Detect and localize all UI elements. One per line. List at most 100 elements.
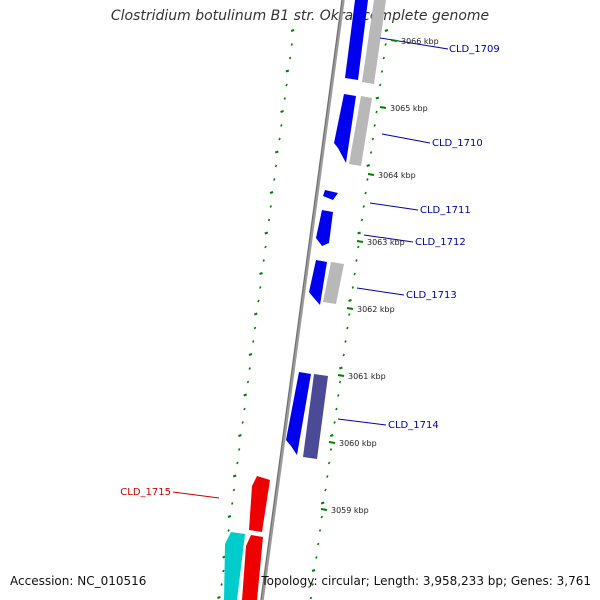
inner-ring-tick <box>329 448 333 451</box>
gene-cld-1711 <box>323 190 338 200</box>
backbone-edge <box>260 0 343 600</box>
outer-ring-tick <box>259 286 262 289</box>
genome-backbone <box>260 0 345 600</box>
outer-ring-tick <box>264 245 267 249</box>
kbp-label: 3066 kbp <box>401 37 439 46</box>
inner-ring-tick <box>346 326 349 330</box>
gene-cld-1710 <box>334 94 356 163</box>
leader-line <box>172 491 220 499</box>
gene-features <box>224 0 386 600</box>
outer-ring-tick <box>274 150 279 154</box>
map-title: Clostridium botulinum B1 str. Okra, comp… <box>110 8 490 24</box>
kbp-tick-mark <box>320 508 328 511</box>
inner-ring-tick <box>360 218 364 222</box>
leader-line <box>369 202 419 211</box>
inner-ring-tick <box>309 596 313 600</box>
inner-ring-tick <box>318 529 322 532</box>
inner-ring-tick <box>384 43 387 46</box>
outer-ring-tick <box>253 312 258 316</box>
feature-cld-1714-slate <box>303 374 328 459</box>
outer-ring-tick <box>262 259 265 262</box>
inner-ring-tick <box>339 366 343 370</box>
kbp-label: 3059 kbp <box>331 506 369 515</box>
outer-ring-tick <box>248 367 251 370</box>
inner-ring-tick <box>348 299 352 302</box>
inner-ring-tick <box>324 488 327 492</box>
leader-line <box>381 133 431 144</box>
outer-ring-tick <box>248 353 253 356</box>
backbone-line <box>260 0 345 600</box>
gene-label-cld-1715: CLD_1715 <box>120 487 171 498</box>
feature-cld-1710-gray <box>349 96 372 166</box>
gene-label-cld-1711: CLD_1711 <box>420 205 471 216</box>
outer-ring-tick <box>252 340 255 343</box>
inner-ring-tick <box>315 556 318 559</box>
inner-ring-tick <box>316 542 320 546</box>
feature-cld-1713-gray <box>323 262 344 304</box>
outer-ring-tick <box>267 218 271 222</box>
gene-label-cld-1713: CLD_1713 <box>406 290 457 301</box>
inner-ring-tick <box>329 434 334 437</box>
kbp-label: 3061 kbp <box>348 372 386 381</box>
outer-ring-tick <box>220 583 223 586</box>
outer-ring-tick <box>227 515 232 518</box>
inner-ring-tick <box>327 461 331 465</box>
outer-ring-tick <box>232 488 236 492</box>
kbp-label: 3062 kbp <box>357 305 395 314</box>
outer-ring-tick <box>280 124 283 127</box>
outer-ring-tick <box>227 529 230 532</box>
kbp-label: 3060 kbp <box>339 439 377 448</box>
gene-label-cld-1709: CLD_1709 <box>449 44 500 55</box>
outer-ring-tick <box>273 178 276 181</box>
label-leader-lines <box>172 37 449 499</box>
kbp-tick-mark <box>328 441 336 444</box>
gene-cld-1713 <box>309 260 327 305</box>
inner-ring-tick <box>382 56 386 60</box>
inner-ring-tick <box>353 272 356 276</box>
feature-cld-1709-gray <box>362 0 386 84</box>
outer-ring-tick <box>243 393 248 397</box>
kbp-tick-mark <box>367 173 375 176</box>
outer-ring-tick <box>217 596 221 599</box>
inner-ring-tick <box>320 515 324 519</box>
kbp-label: 3063 kbp <box>367 238 405 247</box>
leader-line <box>356 287 405 296</box>
inner-ring-tick <box>384 29 389 32</box>
inner-ring-tick <box>375 110 378 114</box>
outer-ring-tick <box>253 326 257 330</box>
inner-ring-tick <box>337 394 340 397</box>
outer-ring-tick <box>285 83 288 87</box>
outer-ring-tick <box>290 43 294 46</box>
accession-text: Accession: NC_010516 <box>10 574 147 588</box>
inner-ring-tick <box>371 137 375 141</box>
inner-ring-tick <box>362 205 365 208</box>
outer-ring-tick <box>280 110 284 113</box>
outer-ring-tick <box>238 434 242 437</box>
gene-cld-1709 <box>345 0 368 80</box>
inner-ring-tick <box>366 178 369 181</box>
inner-ring-tick <box>357 231 361 235</box>
inner-ring-tick <box>342 353 345 357</box>
gene-label-cld-1714: CLD_1714 <box>388 420 439 431</box>
outer-ring-tick <box>241 421 244 424</box>
outer-ring-tick <box>278 137 281 141</box>
leader-line <box>363 234 414 243</box>
outer-ring-tick <box>264 231 269 235</box>
gene-cld-1715-part <box>242 535 263 600</box>
kbp-tick-mark <box>337 374 345 377</box>
outer-ring-tick <box>290 29 295 32</box>
inner-ring-tick <box>364 191 367 195</box>
inner-ring-tick <box>378 83 382 87</box>
inner-ring-tick <box>333 421 336 424</box>
inner-tick-ring <box>309 29 389 600</box>
leader-line <box>337 418 387 426</box>
gene-label-cld-1712: CLD_1712 <box>415 237 466 248</box>
outer-ring-tick <box>237 448 241 451</box>
kbp-tick-mark <box>356 240 364 243</box>
kbp-tick-mark <box>346 307 354 310</box>
outer-ring-tick <box>285 69 290 73</box>
rna-gene <box>224 532 245 600</box>
outer-ring-tick <box>257 299 260 303</box>
